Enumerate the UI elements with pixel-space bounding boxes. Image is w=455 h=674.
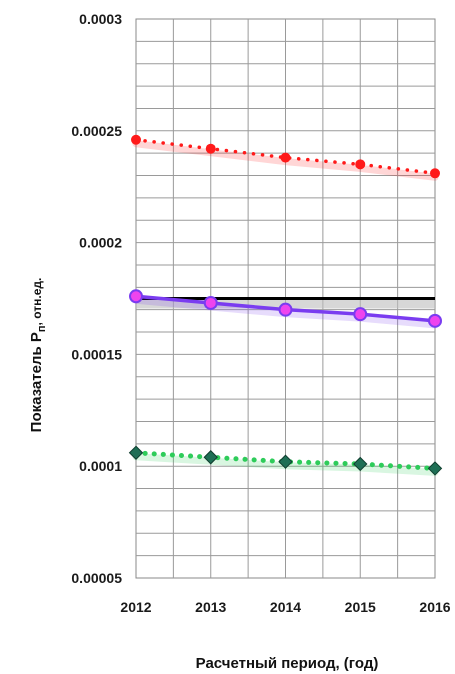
data-point [280,152,291,163]
data-point [203,450,218,465]
y-axis-title-subscript: п [36,325,48,332]
data-series [128,134,443,476]
y-axis-title-unit: , отн.ед. [30,278,44,326]
data-point [428,313,442,328]
data-point [131,134,141,145]
series-2 [129,289,442,329]
data-point [128,445,144,460]
data-point [355,159,366,170]
y-tick-label: 0.0003 [79,11,122,27]
data-point [353,456,368,472]
x-tick-label: 2015 [345,599,376,615]
y-tick-label: 0.00005 [71,570,122,586]
x-tick-label: 2012 [120,599,151,615]
x-axis-ticks: 2012 2013 2014 2015 2016 [120,599,450,615]
data-point [278,454,293,469]
y-tick-label: 0.0002 [79,235,122,251]
y-tick-label: 0.00025 [71,123,122,139]
data-point [353,307,368,322]
y-tick-label: 0.00015 [71,346,122,362]
series-0 [131,134,440,181]
data-point [205,143,216,154]
data-point [203,295,218,310]
data-point [129,289,143,304]
y-axis-ticks: 0.00005 0.0001 0.00015 0.0002 0.00025 0.0003 [71,11,122,586]
x-tick-label: 2013 [195,599,226,615]
data-point [427,461,443,476]
y-axis-title-main: Показатель P [28,332,45,432]
x-axis-title: Расчетный период, (год) [196,655,379,672]
y-axis-title: Показатель Pп, отн.ед. [28,278,48,433]
data-point [430,168,440,179]
x-tick-label: 2016 [419,599,450,615]
series-3 [128,445,443,476]
y-tick-label: 0.0001 [79,458,122,474]
data-point [278,302,293,317]
x-tick-label: 2014 [270,599,301,615]
